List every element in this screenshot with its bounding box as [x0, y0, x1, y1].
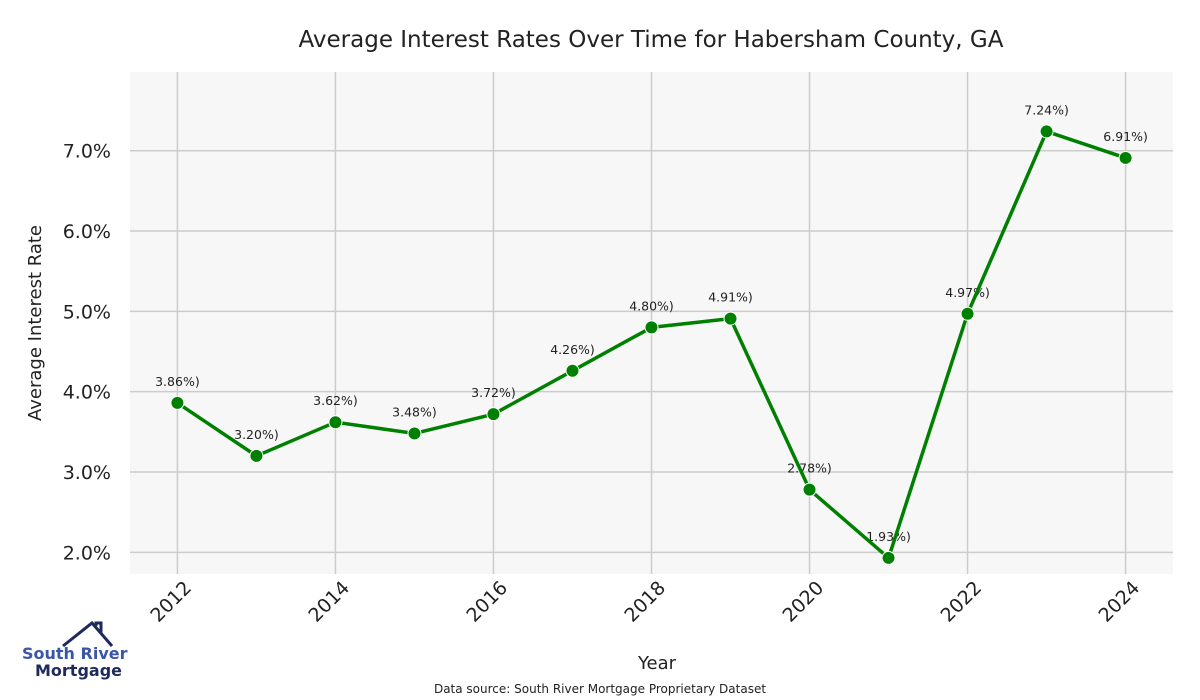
y-tick-label: 7.0%	[63, 141, 111, 163]
x-tick-label: 2020	[778, 577, 828, 627]
x-tick-label: 2016	[462, 577, 512, 627]
data-point	[1118, 150, 1133, 165]
x-tick-label: 2022	[936, 577, 986, 627]
chart-title: Average Interest Rates Over Time for Hab…	[299, 27, 1004, 53]
x-tick-label: 2014	[304, 577, 354, 627]
x-tick-label: 2012	[146, 577, 196, 627]
chimney-icon	[94, 621, 103, 633]
data-label: 2.78%)	[787, 461, 832, 476]
data-point	[170, 395, 185, 410]
y-tick-label: 6.0%	[63, 221, 111, 243]
data-label: 4.26%)	[550, 342, 595, 357]
data-label: 6.91%)	[1103, 129, 1148, 144]
x-tick-label: 2024	[1094, 577, 1144, 627]
x-tick-label: 2018	[620, 577, 670, 627]
data-point	[249, 448, 264, 463]
y-tick-label: 5.0%	[63, 301, 111, 323]
logo-line1: South River	[22, 644, 128, 663]
y-tick-label: 2.0%	[63, 542, 111, 564]
data-label: 3.20%)	[234, 427, 279, 442]
data-source-note: Data source: South River Mortgage Propri…	[434, 682, 766, 696]
data-point	[960, 306, 975, 321]
house-roof-icon	[62, 620, 114, 648]
data-label: 4.97%)	[945, 285, 990, 300]
data-point	[881, 550, 896, 565]
y-tick-label: 4.0%	[63, 382, 111, 404]
data-point	[328, 415, 343, 430]
y-tick-label: 3.0%	[63, 462, 111, 484]
data-label: 3.62%)	[313, 393, 358, 408]
y-axis-label: Average Interest Rate	[25, 225, 46, 421]
data-point	[802, 482, 817, 497]
logo-line2: Mortgage	[35, 661, 122, 680]
data-label: 4.80%)	[629, 298, 674, 313]
data-point	[565, 363, 580, 378]
south-river-mortgage-logo: South River Mortgage	[22, 620, 128, 680]
data-point	[644, 320, 659, 335]
data-point	[1039, 124, 1054, 139]
data-point	[723, 311, 738, 326]
data-label: 4.91%)	[708, 290, 753, 305]
data-label: 3.48%)	[392, 404, 437, 419]
x-axis-label: Year	[637, 653, 677, 674]
data-label: 1.93%)	[866, 529, 911, 544]
data-point	[486, 407, 501, 422]
data-label: 7.24%)	[1024, 102, 1069, 117]
data-label: 3.72%)	[471, 385, 516, 400]
data-point	[407, 426, 422, 441]
data-label: 3.86%)	[155, 374, 200, 389]
